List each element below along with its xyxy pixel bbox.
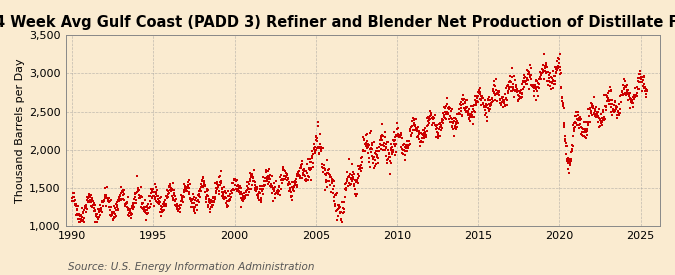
Text: Source: U.S. Energy Information Administration: Source: U.S. Energy Information Administ… [68,262,314,272]
Y-axis label: Thousand Barrels per Day: Thousand Barrels per Day [15,58,25,203]
Title: 4 Week Avg Gulf Coast (PADD 3) Refiner and Blender Net Production of Distillate : 4 Week Avg Gulf Coast (PADD 3) Refiner a… [0,15,675,30]
